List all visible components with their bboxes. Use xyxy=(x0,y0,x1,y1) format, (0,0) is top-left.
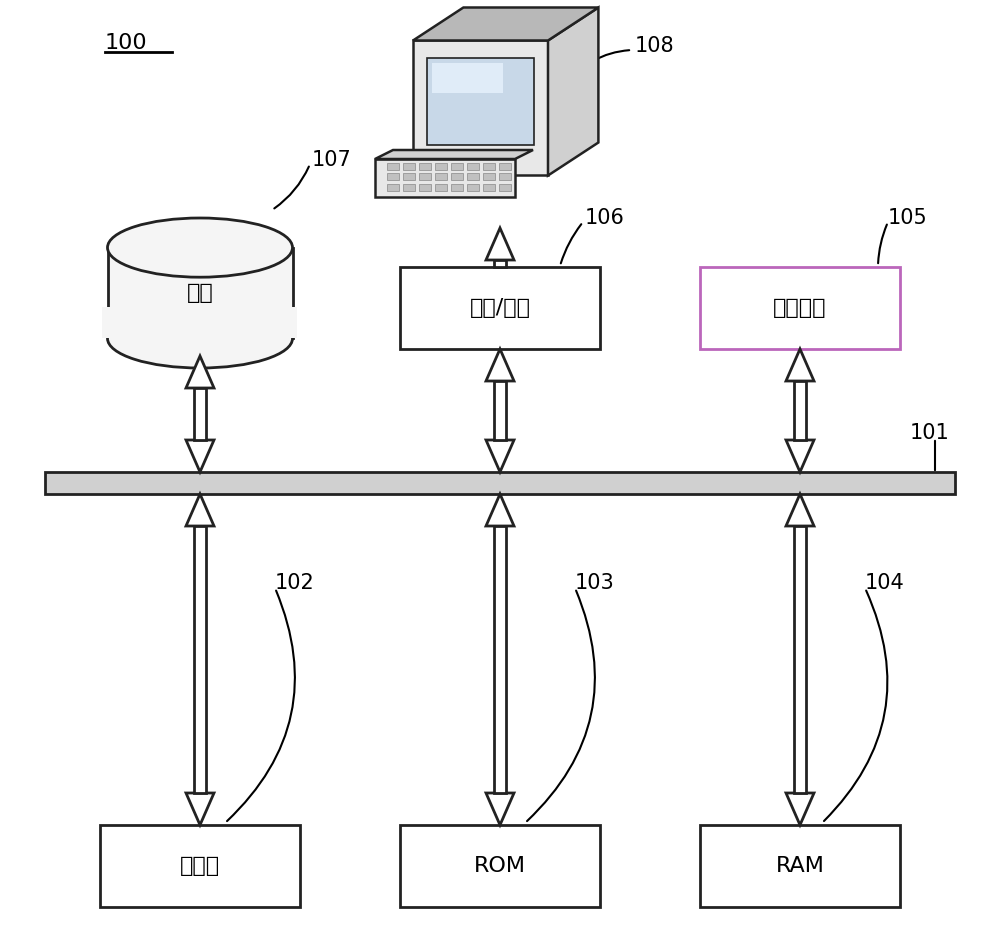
Text: 硬盘: 硬盘 xyxy=(187,283,213,303)
Polygon shape xyxy=(413,8,598,40)
Text: 102: 102 xyxy=(275,573,315,593)
FancyBboxPatch shape xyxy=(451,184,463,191)
Polygon shape xyxy=(186,793,214,825)
Polygon shape xyxy=(486,793,514,825)
Polygon shape xyxy=(786,349,814,381)
Polygon shape xyxy=(45,472,955,494)
FancyBboxPatch shape xyxy=(700,825,900,907)
FancyBboxPatch shape xyxy=(400,267,600,349)
Polygon shape xyxy=(548,8,598,175)
Ellipse shape xyxy=(108,309,292,368)
Polygon shape xyxy=(486,228,514,260)
Text: 处理器: 处理器 xyxy=(180,856,220,876)
Polygon shape xyxy=(494,526,506,793)
Polygon shape xyxy=(102,307,297,339)
Polygon shape xyxy=(486,494,514,526)
FancyBboxPatch shape xyxy=(387,162,399,170)
Polygon shape xyxy=(108,248,292,339)
FancyBboxPatch shape xyxy=(499,174,511,180)
FancyBboxPatch shape xyxy=(419,162,431,170)
Polygon shape xyxy=(786,494,814,526)
FancyBboxPatch shape xyxy=(467,162,479,170)
FancyBboxPatch shape xyxy=(467,184,479,191)
Text: 104: 104 xyxy=(865,573,905,593)
Text: 108: 108 xyxy=(635,36,675,56)
FancyBboxPatch shape xyxy=(387,184,399,191)
Polygon shape xyxy=(186,356,214,388)
FancyBboxPatch shape xyxy=(483,184,495,191)
Polygon shape xyxy=(786,793,814,825)
Polygon shape xyxy=(413,40,548,175)
Polygon shape xyxy=(194,526,206,793)
Text: 101: 101 xyxy=(910,423,950,443)
Text: ROM: ROM xyxy=(474,856,526,876)
Text: 100: 100 xyxy=(105,33,148,53)
Polygon shape xyxy=(494,260,506,267)
FancyBboxPatch shape xyxy=(403,174,415,180)
Text: 106: 106 xyxy=(585,208,625,228)
Text: 105: 105 xyxy=(888,208,928,228)
Text: 通信端口: 通信端口 xyxy=(773,298,827,318)
FancyBboxPatch shape xyxy=(483,174,495,180)
FancyBboxPatch shape xyxy=(435,174,447,180)
Ellipse shape xyxy=(108,218,292,278)
Text: RAM: RAM xyxy=(776,856,824,876)
FancyBboxPatch shape xyxy=(419,184,431,191)
Polygon shape xyxy=(486,349,514,381)
FancyBboxPatch shape xyxy=(700,267,900,349)
Polygon shape xyxy=(186,440,214,472)
Polygon shape xyxy=(486,440,514,472)
FancyBboxPatch shape xyxy=(451,174,463,180)
FancyBboxPatch shape xyxy=(403,162,415,170)
Polygon shape xyxy=(794,526,806,793)
Polygon shape xyxy=(375,159,515,197)
Polygon shape xyxy=(427,58,534,145)
Text: 107: 107 xyxy=(312,150,352,170)
Polygon shape xyxy=(194,388,206,440)
FancyBboxPatch shape xyxy=(100,825,300,907)
Text: 103: 103 xyxy=(575,573,615,593)
FancyBboxPatch shape xyxy=(403,184,415,191)
Polygon shape xyxy=(786,440,814,472)
FancyBboxPatch shape xyxy=(387,174,399,180)
FancyBboxPatch shape xyxy=(499,184,511,191)
Polygon shape xyxy=(794,381,806,440)
FancyBboxPatch shape xyxy=(419,174,431,180)
FancyBboxPatch shape xyxy=(435,184,447,191)
FancyBboxPatch shape xyxy=(483,162,495,170)
FancyBboxPatch shape xyxy=(435,162,447,170)
FancyBboxPatch shape xyxy=(499,162,511,170)
Polygon shape xyxy=(375,150,533,159)
FancyBboxPatch shape xyxy=(451,162,463,170)
Polygon shape xyxy=(432,64,503,93)
FancyBboxPatch shape xyxy=(400,825,600,907)
Polygon shape xyxy=(186,494,214,526)
Text: 输入/输出: 输入/输出 xyxy=(470,298,530,318)
FancyBboxPatch shape xyxy=(467,174,479,180)
Polygon shape xyxy=(494,381,506,440)
